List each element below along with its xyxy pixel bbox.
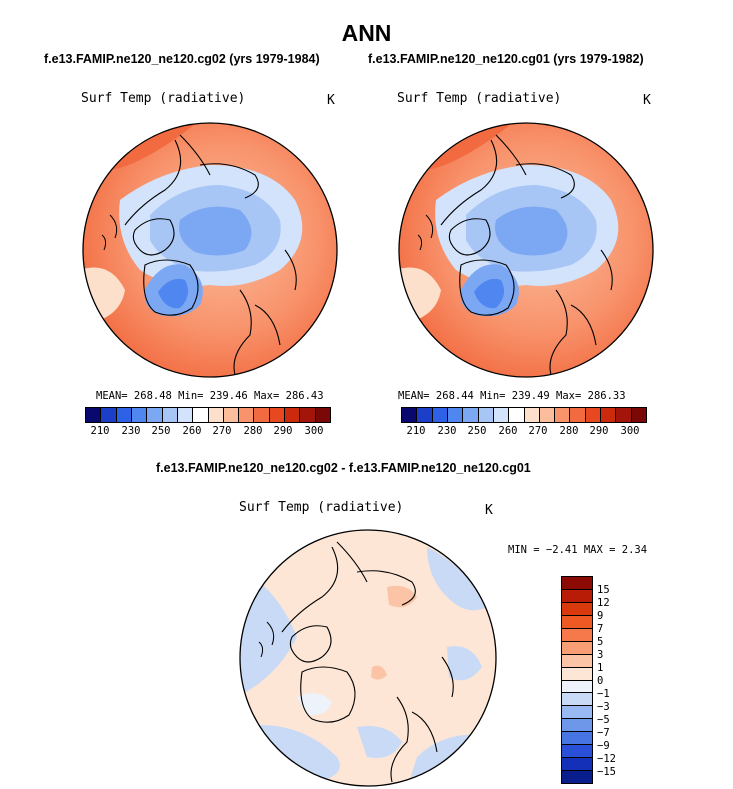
diff-colorbar-bin xyxy=(562,693,592,707)
diff-colorbar-bin xyxy=(562,732,592,746)
diff-colorbar-tick: −1 xyxy=(597,688,610,700)
diff-colorbar-bin xyxy=(562,602,592,616)
left-colorbar-bin xyxy=(101,408,117,422)
diff-colorbar-bin xyxy=(562,745,592,759)
diff-colorbar-tick: 9 xyxy=(597,610,604,622)
left-colorbar-tick: 210 xyxy=(90,425,110,437)
right-panel-units: K xyxy=(643,93,651,108)
diff-colorbar-tick: −12 xyxy=(597,753,616,765)
left-colorbar-bin xyxy=(193,408,209,422)
left-colorbar-tick: 260 xyxy=(182,425,202,437)
diff-colorbar-bin xyxy=(562,589,592,603)
diff-colorbar-bin xyxy=(562,680,592,694)
right-colorbar-bin xyxy=(616,408,632,422)
diff-colorbar-tick: 3 xyxy=(597,649,604,661)
right-colorbar-tick: 210 xyxy=(406,425,426,437)
diff-colorbar-tick: −15 xyxy=(597,766,616,778)
main-title: ANN xyxy=(341,20,392,46)
diff-colorbar-bin xyxy=(562,577,592,590)
right-colorbar-tick: 230 xyxy=(437,425,457,437)
left-colorbar-tick: 300 xyxy=(304,425,324,437)
diff-panel-stats: MIN = −2.41 MAX = 2.34 xyxy=(508,544,648,556)
left-colorbar-tick: 280 xyxy=(243,425,263,437)
left-colorbar-bin xyxy=(223,408,240,422)
diff-colorbar xyxy=(561,576,593,784)
left-colorbar-bin xyxy=(239,408,255,422)
right-colorbar-bin xyxy=(447,408,464,422)
right-colorbar-tick: 250 xyxy=(467,425,487,437)
diff-colorbar-bin xyxy=(562,641,592,655)
diff-colorbar-tick: −9 xyxy=(597,740,610,752)
right-colorbar-tick: 260 xyxy=(498,425,518,437)
left-colorbar-bin xyxy=(162,408,178,422)
left-colorbar-bin xyxy=(147,408,163,422)
diff-colorbar-tick: −5 xyxy=(597,714,610,726)
diff-panel-title: Surf Temp (radiative) xyxy=(239,500,404,515)
diff-colorbar-tick: 1 xyxy=(597,662,604,674)
left-colorbar-bin xyxy=(177,408,194,422)
diff-colorbar-bin xyxy=(562,771,592,783)
left-polar-map xyxy=(82,122,338,378)
diff-colorbar-bin xyxy=(562,615,592,629)
right-colorbar-tick: 290 xyxy=(589,425,609,437)
right-panel-subtitle: f.e13.FAMIP.ne120_ne120.cg01 (yrs 1979-1… xyxy=(368,52,644,66)
diff-polar-map xyxy=(239,529,497,787)
left-colorbar-bin xyxy=(86,408,102,422)
right-colorbar-tick: 300 xyxy=(620,425,640,437)
diff-colorbar-tick: 15 xyxy=(597,584,610,596)
diff-colorbar-tick: 0 xyxy=(597,675,604,687)
diff-panel-subtitle: f.e13.FAMIP.ne120_ne120.cg02 - f.e13.FAM… xyxy=(156,461,531,475)
left-panel-title: Surf Temp (radiative) xyxy=(81,91,246,106)
diff-colorbar-tick: −7 xyxy=(597,727,610,739)
left-colorbar-bin xyxy=(300,408,316,422)
right-panel-stats: MEAN= 268.44 Min= 239.49 Max= 286.33 xyxy=(398,390,626,402)
left-colorbar-bin xyxy=(131,408,148,422)
right-colorbar-bin xyxy=(402,408,418,422)
right-colorbar-tick: 280 xyxy=(559,425,579,437)
right-colorbar-tick: 270 xyxy=(528,425,548,437)
right-colorbar-bin xyxy=(417,408,433,422)
right-polar-map xyxy=(398,122,654,378)
left-panel-units: K xyxy=(327,93,335,108)
left-colorbar-tick: 230 xyxy=(121,425,141,437)
diff-colorbar-tick: 12 xyxy=(597,597,610,609)
diff-colorbar-tick: 5 xyxy=(597,636,604,648)
left-colorbar-tick: 250 xyxy=(151,425,171,437)
diff-colorbar-bin xyxy=(562,667,592,681)
left-colorbar-bin xyxy=(208,408,224,422)
left-panel-subtitle: f.e13.FAMIP.ne120_ne120.cg02 (yrs 1979-1… xyxy=(44,52,320,66)
right-colorbar-bin xyxy=(585,408,602,422)
left-panel-stats: MEAN= 268.48 Min= 239.46 Max= 286.43 xyxy=(96,390,324,402)
left-colorbar-bin xyxy=(254,408,270,422)
left-colorbar-tick: 270 xyxy=(212,425,232,437)
right-colorbar-bin xyxy=(555,408,571,422)
diff-colorbar-bin xyxy=(562,706,592,720)
diff-colorbar-bin xyxy=(562,654,592,668)
diff-panel-units: K xyxy=(485,503,493,518)
diff-colorbar-bin xyxy=(562,758,592,772)
diff-colorbar-tick: 7 xyxy=(597,623,604,635)
diff-colorbar-bin xyxy=(562,719,592,733)
right-colorbar-bin xyxy=(631,408,646,422)
left-colorbar-bin xyxy=(116,408,132,422)
right-panel-title: Surf Temp (radiative) xyxy=(397,91,562,106)
right-colorbar-bin xyxy=(463,408,479,422)
right-colorbar-bin xyxy=(493,408,510,422)
right-colorbar-bin xyxy=(478,408,494,422)
right-colorbar-bin xyxy=(539,408,556,422)
diff-colorbar-bin xyxy=(562,628,592,642)
diff-colorbar-tick: −3 xyxy=(597,701,610,713)
left-colorbar-bin xyxy=(269,408,286,422)
right-colorbar xyxy=(401,407,647,423)
right-colorbar-bin xyxy=(432,408,448,422)
right-colorbar-bin xyxy=(524,408,540,422)
right-colorbar-bin xyxy=(570,408,586,422)
left-colorbar xyxy=(85,407,331,423)
left-colorbar-bin xyxy=(285,408,301,422)
left-colorbar-bin xyxy=(315,408,330,422)
right-colorbar-bin xyxy=(601,408,617,422)
right-colorbar-bin xyxy=(509,408,525,422)
left-colorbar-tick: 290 xyxy=(273,425,293,437)
